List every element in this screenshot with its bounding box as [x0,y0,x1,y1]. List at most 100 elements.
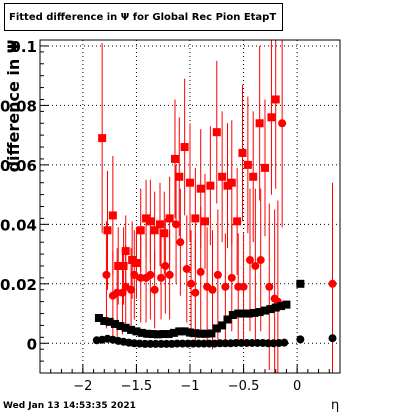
timestamp: Wed Jan 13 14:53:35 2021 [3,401,136,411]
data-point [108,211,117,220]
data-point [175,327,184,336]
data-point [146,270,155,279]
data-point [180,327,189,336]
data-point [94,313,103,322]
data-point [267,113,276,122]
data-point [196,184,205,193]
data-point [176,238,185,247]
data-point [282,300,291,309]
data-point [251,261,260,270]
data-point [127,325,136,334]
data-point [201,217,209,226]
data-point [296,279,305,288]
x-tick-label: −2 [73,379,92,394]
data-point [153,330,162,339]
data-point [239,309,248,318]
axes: −2 −1.5 −1 −0.5 0 0 0.02 0.04 0.06 0.08 0.1 [0,38,341,394]
data-point [157,273,166,282]
x-tick-label: −0.5 [228,379,260,394]
data-point [196,329,205,338]
data-point [261,163,269,172]
data-point [143,329,152,338]
x-tick-label: −1 [180,379,199,394]
data-point [136,226,145,235]
data-point [328,279,337,288]
data-point [150,226,159,235]
data-point [207,329,216,338]
data-point [227,178,236,187]
x-tick-label: −1.5 [121,379,153,394]
data-point [228,311,237,320]
data-point [100,316,109,325]
data-point [116,322,125,331]
data-point [212,128,221,137]
data-point [266,305,275,314]
y-tick-label: 0.04 [0,216,37,234]
y-tick-label: 0 [27,335,37,353]
data-point [114,261,123,270]
data-point [243,160,252,169]
data-point [227,273,236,282]
data-point [244,309,253,318]
data-point [130,270,139,279]
data-point [137,328,146,337]
data-point [164,330,173,339]
data-point [280,338,289,347]
data-point [238,148,247,157]
data-point [191,329,200,338]
data-point [156,220,164,229]
data-point [150,285,159,294]
data-point [186,178,194,187]
data-point [102,270,111,279]
data-point [191,214,200,223]
x-axis-label: η [331,398,340,413]
data-point [165,270,174,279]
data-point [182,264,191,273]
x-tick-label: 0 [293,379,301,394]
data-point [132,258,141,267]
data-point [261,306,269,315]
data-point [239,282,248,291]
y-axis-label: difference in Ψ [4,39,23,173]
data-series [92,40,337,373]
data-point [218,321,227,330]
data-point [103,226,112,235]
data-point [271,303,280,312]
data-point [296,335,305,344]
data-point [223,181,232,190]
data-point [121,323,130,332]
data-point [111,319,119,328]
data-point [278,119,287,128]
data-point [169,328,178,337]
data-point [132,327,141,336]
data-point [256,256,265,265]
data-point [202,329,211,338]
data-point [213,270,222,279]
data-point [234,309,243,318]
data-point [142,214,151,223]
data-point [271,95,280,104]
data-point [128,256,137,265]
data-point [105,317,114,326]
data-point [191,288,200,297]
data-point [212,324,221,333]
data-point [98,134,107,143]
data-point [255,308,264,317]
data-point [159,330,168,339]
data-point [146,217,155,226]
data-point [328,334,337,343]
data-point [233,217,242,226]
data-point [255,119,264,128]
chart-title: Fitted difference in Ψ for Global Rec Pi… [4,3,283,31]
data-point [165,214,174,223]
data-point [186,328,194,337]
data-point [218,172,227,181]
data-point [221,282,230,291]
data-point [265,282,274,291]
data-point [277,302,286,311]
data-point [246,256,254,265]
data-point [171,154,179,163]
y-tick-label: 0.02 [0,276,37,294]
data-point [161,261,170,270]
data-point [223,315,232,324]
